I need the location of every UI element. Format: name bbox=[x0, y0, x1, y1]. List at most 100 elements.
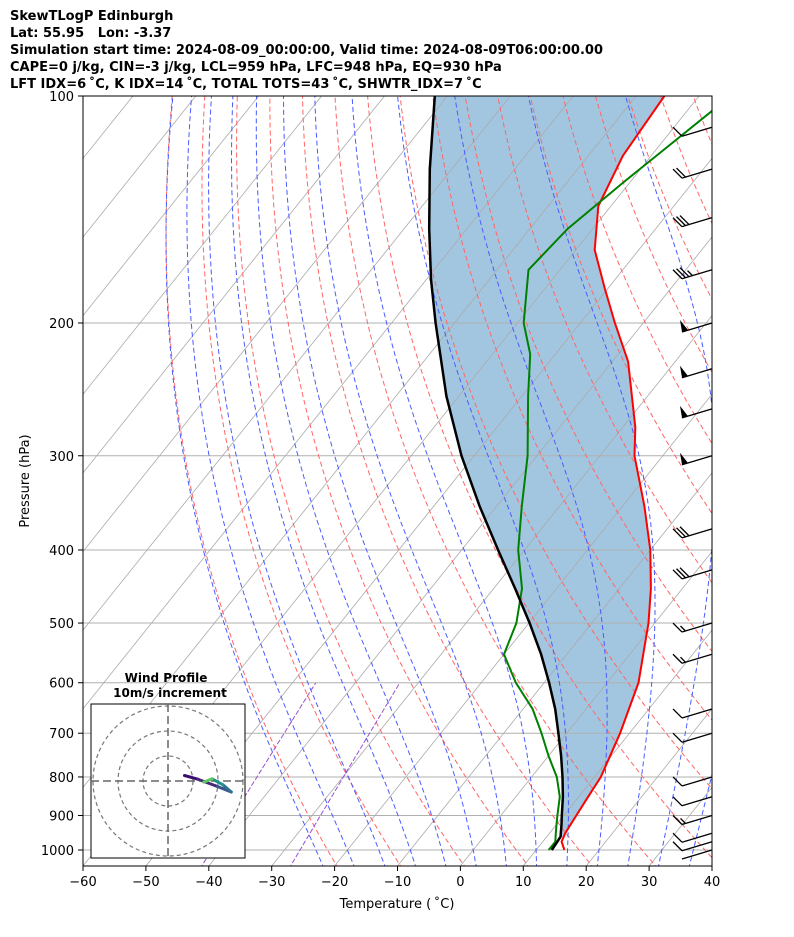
x-tick-label: −10 bbox=[384, 875, 411, 890]
x-axis-label: Temperature ( ˚C) bbox=[339, 896, 455, 912]
chart-title: SkewTLogP Edinburgh bbox=[10, 9, 174, 24]
wind-barb bbox=[681, 849, 713, 860]
dry-adiabat bbox=[165, 96, 338, 866]
wind-barb bbox=[672, 267, 713, 280]
x-tick-label: −30 bbox=[258, 875, 285, 890]
isotherm bbox=[334, 393, 712, 866]
moist-adiabat bbox=[527, 96, 656, 866]
isotherm bbox=[271, 314, 712, 866]
moist-adiabat bbox=[186, 96, 355, 866]
mixing-ratio-line bbox=[290, 682, 401, 866]
x-tick-label: −50 bbox=[132, 875, 159, 890]
wind-barb bbox=[680, 319, 713, 333]
wind-barb bbox=[672, 215, 713, 228]
x-tick-label: 20 bbox=[578, 875, 595, 890]
dry-adiabat bbox=[269, 96, 529, 866]
x-tick-label: 10 bbox=[515, 875, 532, 890]
wind-barb bbox=[672, 708, 713, 719]
location-line: Lat: 55.95 Lon: -3.37 bbox=[10, 26, 172, 41]
parcel-line bbox=[427, 96, 565, 851]
dry-adiabat bbox=[692, 96, 712, 146]
time-line: Simulation start time: 2024-08-09_00:00:… bbox=[10, 43, 603, 58]
inset-subtitle: 10m/s increment bbox=[113, 686, 227, 700]
isotherm bbox=[397, 472, 712, 866]
moist-adiabat bbox=[208, 96, 386, 866]
isotherm bbox=[83, 96, 448, 553]
indices-line-1: CAPE=0 j/kg, CIN=-3 j/kg, LCL=959 hPa, L… bbox=[10, 60, 502, 75]
x-tick-label: −40 bbox=[195, 875, 222, 890]
dry-adiabat bbox=[432, 96, 712, 721]
moist-adiabat bbox=[351, 96, 537, 866]
moist-adiabat bbox=[314, 96, 507, 866]
dry-adiabat bbox=[201, 96, 402, 866]
dewpoint-line bbox=[502, 109, 712, 851]
dry-adiabat bbox=[783, 79, 794, 869]
wind-barb bbox=[672, 832, 713, 843]
hodograph-segment bbox=[202, 777, 214, 784]
moist-adiabat bbox=[231, 96, 416, 866]
dry-adiabat bbox=[660, 96, 712, 225]
dry-adiabat bbox=[236, 96, 466, 866]
dry-adiabat bbox=[367, 96, 712, 859]
temperature-line bbox=[560, 96, 666, 851]
dry-adiabat bbox=[497, 96, 712, 584]
isotherm bbox=[460, 550, 712, 866]
y-tick-label: 900 bbox=[49, 810, 74, 825]
dry-adiabat bbox=[301, 96, 593, 866]
indices-line-2: LFT IDX=6 ˚C, K IDX=14 ˚C, TOTAL TOTS=43… bbox=[10, 77, 482, 92]
isotherm bbox=[208, 236, 712, 866]
isotherm bbox=[83, 96, 322, 395]
wind-barb bbox=[672, 814, 713, 826]
hodograph-segment bbox=[210, 777, 225, 787]
y-tick-label: 300 bbox=[49, 450, 74, 465]
isotherm bbox=[83, 96, 197, 238]
y-tick-label: 100 bbox=[49, 90, 74, 105]
isotherm bbox=[145, 157, 712, 866]
wind-barb bbox=[680, 452, 713, 466]
y-tick-label: 800 bbox=[49, 771, 74, 786]
y-axis-label: Pressure (hPa) bbox=[18, 434, 33, 527]
isotherm bbox=[585, 708, 712, 866]
wind-profile-inset: Wind Profile 10m/s increment bbox=[90, 671, 246, 859]
isotherm bbox=[83, 96, 385, 474]
chart-header: SkewTLogP Edinburgh Lat: 55.95 Lon: -3.3… bbox=[10, 8, 603, 93]
dry-adiabat bbox=[399, 96, 712, 790]
x-tick-label: 30 bbox=[641, 875, 658, 890]
inset-title: Wind Profile bbox=[125, 671, 208, 685]
isotherm bbox=[83, 96, 511, 631]
y-tick-label: 200 bbox=[49, 317, 74, 332]
hodograph-segment bbox=[183, 774, 200, 781]
y-tick-label: 600 bbox=[49, 677, 74, 692]
wind-barb bbox=[672, 653, 713, 664]
wind-barb bbox=[680, 365, 713, 379]
moist-adiabat bbox=[165, 96, 324, 866]
moist-adiabat bbox=[397, 96, 569, 866]
dry-adiabat bbox=[627, 96, 712, 301]
wind-barb bbox=[672, 167, 713, 179]
wind-barb bbox=[680, 405, 713, 419]
wind-barb bbox=[672, 841, 713, 852]
isotherm bbox=[83, 96, 574, 710]
y-tick-label: 700 bbox=[49, 727, 74, 742]
dry-adiabat bbox=[464, 96, 712, 653]
wind-barb bbox=[672, 126, 713, 137]
x-tick-label: 0 bbox=[456, 875, 464, 890]
wind-barb bbox=[672, 776, 713, 787]
y-tick-label: 1000 bbox=[41, 844, 74, 859]
wind-barb bbox=[672, 796, 713, 807]
dry-adiabat bbox=[719, 79, 794, 869]
hodograph-segment bbox=[196, 777, 219, 788]
x-tick-label: −20 bbox=[321, 875, 348, 890]
y-tick-label: 400 bbox=[49, 544, 74, 559]
wind-barb bbox=[672, 526, 713, 539]
dry-adiabat bbox=[751, 79, 794, 869]
wind-barb bbox=[672, 567, 713, 580]
hodograph-segment bbox=[221, 783, 233, 794]
isotherm bbox=[711, 865, 712, 866]
x-tick-label: −60 bbox=[69, 875, 96, 890]
x-tick-label: 40 bbox=[704, 875, 721, 890]
wind-barb bbox=[672, 622, 713, 633]
wind-barb bbox=[672, 732, 713, 743]
isotherm bbox=[0, 96, 70, 866]
